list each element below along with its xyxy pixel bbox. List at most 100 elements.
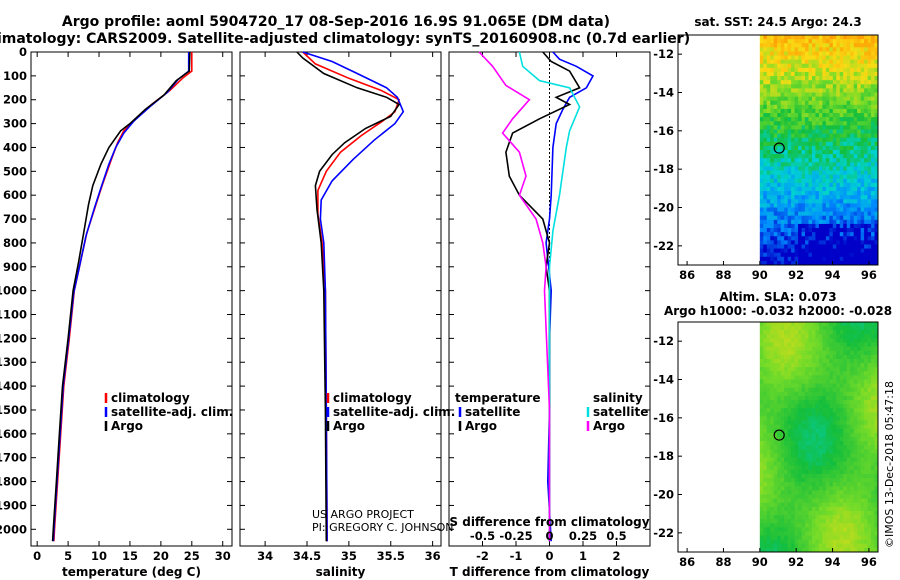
map-cell (791, 232, 795, 237)
map-cell (777, 322, 782, 327)
map-cell (784, 129, 789, 134)
map-cell (829, 178, 834, 184)
map-cell (857, 461, 862, 467)
map-cell (832, 358, 837, 364)
map-cell (825, 59, 830, 65)
map-cell (818, 494, 823, 500)
map-cell (791, 358, 795, 364)
map-cell (850, 547, 855, 553)
map-cell (846, 547, 851, 553)
map-cell (867, 367, 872, 372)
map-cell (770, 121, 775, 126)
map-cell (867, 461, 872, 467)
map-cell (766, 178, 771, 184)
map-cell (798, 59, 802, 65)
map-cell (791, 350, 795, 356)
map-cell (829, 67, 834, 73)
map-cell (843, 420, 848, 426)
map-cell (846, 391, 851, 397)
map-cell (815, 108, 820, 114)
map-cell (777, 367, 782, 372)
map-cell (811, 486, 816, 491)
map-cell (780, 506, 785, 512)
map-cell (818, 330, 823, 335)
map-cell (759, 400, 764, 405)
map-cell (763, 531, 768, 536)
map-cell (836, 67, 841, 73)
map-cell (805, 199, 809, 204)
map-cell (811, 523, 816, 528)
map-cell (836, 158, 841, 163)
map-cell (867, 400, 872, 405)
map-cell (860, 527, 865, 532)
map-cell (794, 47, 799, 52)
map-cell (780, 137, 785, 143)
map-cell (832, 141, 837, 147)
map-cell (815, 395, 820, 401)
map-cell (867, 490, 872, 495)
map-cell (850, 211, 855, 217)
map-cell (798, 129, 802, 134)
map-cell (780, 67, 785, 73)
map-cell (770, 137, 775, 143)
map-cell (784, 240, 789, 245)
map-cell (857, 71, 862, 77)
map-cell (846, 51, 851, 56)
map-cell (794, 535, 799, 541)
map-cell (825, 80, 830, 85)
map-cell (874, 510, 879, 516)
map-cell (836, 207, 841, 213)
map-cell (784, 207, 789, 213)
map-cell (818, 535, 823, 541)
map-cell (791, 502, 795, 508)
map-cell (839, 178, 844, 184)
map-cell (811, 379, 816, 385)
map-cell (770, 326, 775, 331)
map-cell (857, 100, 862, 106)
map-cell (857, 482, 862, 487)
map-cell (843, 506, 848, 512)
map-cell (794, 432, 799, 438)
map-cell (853, 240, 858, 245)
map-cell (787, 191, 792, 196)
map-cell (818, 391, 823, 397)
map-cell (860, 379, 865, 385)
map-cell (798, 367, 802, 372)
map-cell (770, 256, 775, 262)
map-cell (811, 465, 816, 471)
map-cell (773, 186, 778, 192)
map-cell (770, 502, 775, 508)
map-cell (759, 334, 764, 339)
map-cell (867, 482, 872, 487)
map-cell (825, 498, 830, 504)
map-cell (766, 51, 771, 56)
map-cell (811, 543, 816, 549)
map-cell (860, 71, 865, 77)
map-cell (798, 519, 802, 524)
map-cell (850, 482, 855, 487)
map-cell (791, 260, 795, 266)
map-cell (805, 486, 809, 491)
map-cell (871, 92, 875, 98)
map-cell (857, 129, 862, 134)
map-cell (763, 437, 768, 442)
map-cell (829, 354, 834, 360)
map-cell (874, 453, 879, 458)
map-cell (871, 55, 875, 61)
map-cell (766, 334, 771, 339)
map-cell (780, 449, 785, 454)
map-cell (843, 96, 848, 102)
map-cell (871, 498, 875, 504)
map-cell (843, 432, 848, 438)
map-cell (832, 166, 837, 171)
map-cell (773, 539, 778, 545)
map-cell (811, 166, 816, 171)
map-cell (850, 133, 855, 139)
map-cell (801, 547, 806, 553)
map-cell (794, 469, 799, 475)
map-cell (798, 88, 802, 93)
map-cell (773, 80, 778, 85)
map-cell (867, 498, 872, 504)
map-cell (860, 39, 865, 44)
map-cell (805, 158, 809, 163)
